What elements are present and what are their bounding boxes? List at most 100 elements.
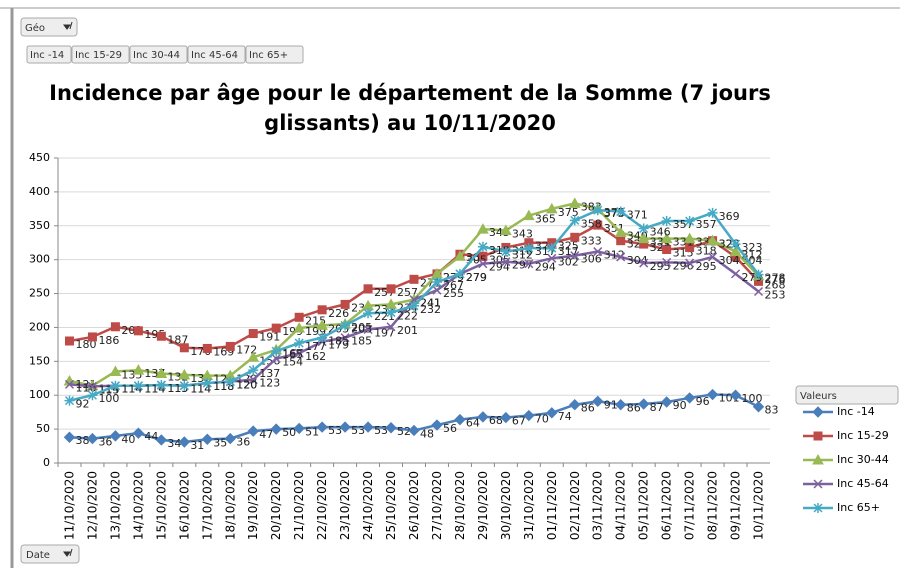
data-label: 255	[443, 287, 464, 300]
data-label: 365	[535, 213, 556, 226]
marker	[109, 365, 122, 376]
data-label: 203	[351, 322, 372, 335]
data-label: 357	[696, 218, 717, 231]
y-tick-label: 150	[29, 354, 50, 367]
data-label: 302	[558, 255, 579, 268]
x-tick-label: 03/11/2020	[591, 471, 605, 540]
data-label: 369	[719, 210, 740, 223]
x-tick-label: 08/11/2020	[706, 471, 720, 540]
y-tick-label: 350	[29, 219, 50, 232]
x-tick-label: 21/10/2020	[292, 471, 306, 540]
marker	[615, 206, 626, 217]
marker	[178, 436, 191, 448]
field-button[interactable]	[245, 45, 304, 64]
axis-field-button[interactable]	[20, 544, 80, 564]
data-label: 114	[190, 383, 211, 396]
data-label: 304	[627, 254, 648, 267]
x-tick-label: 26/10/2020	[407, 471, 421, 540]
y-tick-label: 250	[29, 287, 50, 300]
marker	[294, 312, 304, 322]
marker	[660, 232, 673, 244]
marker	[64, 336, 74, 346]
data-label: 279	[466, 271, 487, 284]
field-button[interactable]	[129, 45, 188, 64]
marker	[522, 209, 535, 221]
x-tick-label: 12/10/2020	[85, 471, 99, 540]
marker	[569, 399, 581, 411]
marker	[685, 258, 695, 268]
data-label: 177	[305, 340, 326, 353]
data-label: 371	[627, 209, 648, 222]
data-label: 120	[236, 379, 257, 392]
marker	[202, 343, 212, 353]
marker	[63, 431, 76, 443]
data-label: 191	[259, 331, 280, 344]
marker	[812, 406, 824, 418]
field-button[interactable]	[187, 45, 246, 64]
data-label: 295	[696, 260, 717, 273]
marker	[478, 251, 488, 261]
field-button[interactable]	[26, 45, 72, 64]
data-label: 253	[765, 289, 786, 302]
marker	[155, 434, 168, 446]
data-label: 278	[765, 272, 786, 285]
data-label: 375	[558, 206, 579, 219]
marker	[568, 197, 581, 208]
data-label: 294	[489, 261, 510, 274]
marker	[638, 223, 649, 234]
marker	[408, 424, 420, 437]
marker	[662, 245, 672, 254]
data-label: 154	[282, 356, 303, 369]
marker	[225, 376, 236, 387]
data-label: 96	[696, 395, 710, 408]
data-label: 44	[144, 430, 158, 443]
marker	[271, 346, 282, 357]
data-label: 343	[512, 228, 533, 241]
marker	[363, 324, 373, 335]
data-label: 241	[420, 297, 441, 310]
marker	[293, 422, 305, 435]
marker	[615, 399, 627, 411]
legend-label: Inc 30-44	[837, 453, 889, 466]
y-tick-label: 0	[43, 456, 50, 469]
axis-field-icon	[63, 548, 73, 557]
data-label: 47	[259, 428, 273, 441]
data-label: 56	[443, 422, 457, 435]
legend-title: Valeurs	[800, 391, 837, 402]
marker	[386, 307, 397, 318]
x-tick-label: 23/10/2020	[338, 471, 352, 540]
marker	[248, 329, 258, 339]
data-label: 83	[765, 404, 779, 417]
data-label: 165	[282, 348, 303, 361]
field-button[interactable]	[71, 45, 130, 64]
marker	[523, 243, 534, 254]
marker	[593, 247, 603, 257]
marker	[501, 257, 511, 267]
filter-button[interactable]	[20, 17, 78, 37]
data-label: 162	[305, 350, 326, 363]
data-label: 64	[466, 417, 480, 430]
marker	[813, 479, 823, 489]
marker	[339, 421, 351, 433]
data-label: 276	[765, 273, 786, 286]
data-label: 185	[351, 335, 372, 348]
data-label: 186	[98, 334, 119, 347]
marker	[247, 351, 260, 362]
data-label: 86	[627, 402, 641, 415]
data-label: 53	[351, 424, 365, 437]
marker	[87, 390, 98, 401]
marker	[271, 323, 281, 333]
x-tick-label: 24/10/2020	[361, 471, 375, 540]
field-label: Inc 65+	[249, 50, 288, 61]
x-tick-label: 20/10/2020	[269, 471, 283, 540]
data-label: 68	[489, 414, 503, 427]
marker	[708, 252, 718, 262]
marker	[316, 319, 328, 330]
data-label: 268	[765, 278, 786, 291]
y-tick-label: 100	[29, 388, 50, 401]
marker	[225, 341, 235, 351]
data-label: 36	[236, 436, 250, 449]
x-tick-label: 01/11/2020	[545, 471, 559, 540]
marker	[86, 432, 99, 445]
marker	[409, 274, 419, 284]
